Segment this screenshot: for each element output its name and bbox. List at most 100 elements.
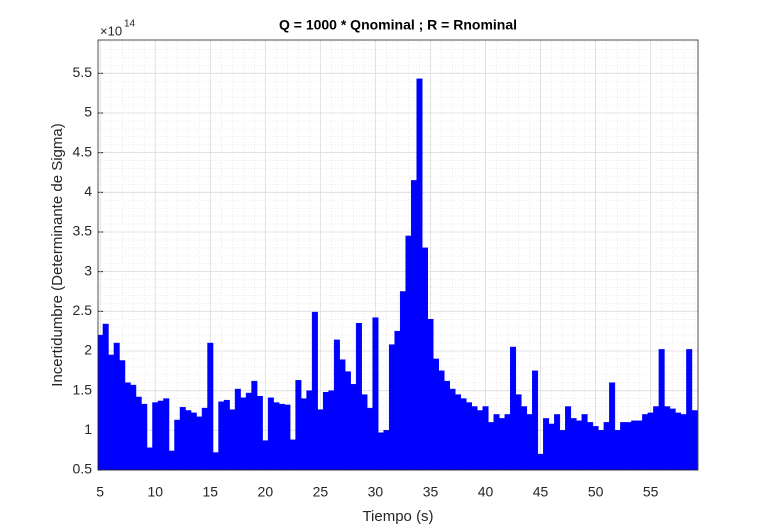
bar [543,418,550,471]
y-tick-label: 1.5 [73,381,93,397]
bar [256,395,263,471]
bar [642,414,649,471]
y-axis-label: Incertidumbre (Determinante de Sigma) [49,123,66,386]
bar [262,440,269,471]
bar [691,410,698,471]
x-tick-label: 55 [643,484,659,500]
y-multiplier-base: ×10 [100,23,122,38]
bar [113,342,120,471]
bar [218,401,225,471]
bar [372,317,379,471]
bar [631,420,638,471]
bar [267,397,274,471]
bar [311,311,318,471]
bar [686,349,693,471]
bar [388,344,395,471]
bar [454,394,462,471]
bar [449,388,456,471]
bar [207,342,214,471]
x-tick-label: 40 [478,484,494,500]
bar [636,420,643,471]
bar [576,420,583,471]
x-tick-label: 45 [533,484,549,500]
bar [438,370,445,471]
bar [603,422,610,471]
x-tick-label: 30 [368,484,384,500]
bar [466,402,473,471]
x-tick-label: 15 [203,484,219,500]
bar [432,358,439,471]
bar [515,394,522,471]
bar [510,346,517,471]
bar [664,406,671,471]
bar [317,409,324,471]
bar [179,407,186,471]
y-tick-label: 3.5 [73,223,93,239]
bar [598,430,605,471]
bar [273,402,280,471]
bar [289,439,296,471]
bar [190,412,197,471]
bar [565,406,572,471]
bar [245,392,252,471]
bar [196,416,203,471]
bar [366,407,373,471]
y-tick-label: 4.5 [73,143,93,159]
y-multiplier-exponent: 14 [124,19,136,30]
x-axis-label: Tiempo (s) [362,508,433,525]
bar [163,398,170,471]
x-tick-label: 5 [96,484,104,500]
bar [295,380,302,471]
bar [526,414,533,471]
bar [328,390,335,471]
bar [251,380,258,471]
bar [680,414,687,471]
bar [443,380,450,471]
bar [185,410,192,471]
bar [537,453,544,471]
x-tick-label: 25 [313,484,329,500]
bar [234,388,241,471]
bar [405,235,412,471]
bar [174,419,181,471]
bar [620,422,627,471]
bar [499,418,506,471]
bar [339,359,346,471]
bar [421,247,428,471]
bar [658,349,665,471]
bar [168,450,175,471]
bar [108,354,115,471]
bar [416,78,423,471]
bar [488,422,495,471]
y-tick-label: 5.5 [73,64,93,80]
bar [570,418,577,471]
x-tick-label: 50 [588,484,604,500]
bar [504,414,511,471]
bar [201,407,208,471]
y-tick-label: 4 [84,183,92,199]
bar [223,399,230,471]
bar [124,382,131,471]
x-tick-label: 10 [147,484,163,500]
bar [548,423,555,471]
bar [482,406,489,471]
bar [333,339,340,471]
y-tick-label: 0.5 [73,461,93,477]
bar [146,447,153,471]
bar [410,180,417,471]
bar [625,422,632,471]
bar [675,412,682,471]
bar [344,371,351,471]
bar [394,330,401,471]
y-tick-label: 1 [84,421,92,437]
bar [135,396,142,471]
bar [300,398,307,471]
bar [647,412,654,471]
bar [102,323,109,471]
bar [322,392,329,471]
bar [614,430,621,471]
bar [460,398,467,471]
bar [383,430,390,471]
bar [97,334,104,471]
